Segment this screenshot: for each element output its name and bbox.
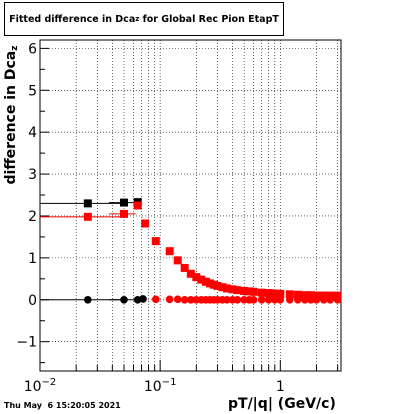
data-point-square: [293, 290, 302, 299]
title-subscript: z: [135, 15, 140, 23]
data-point-circle: [312, 295, 321, 304]
data-point-square: [119, 209, 128, 218]
chart-marks: [40, 198, 342, 304]
data-point-square: [264, 289, 273, 298]
data-point-square: [276, 289, 285, 298]
data-point-circle: [165, 295, 174, 304]
data-point-square: [240, 286, 249, 295]
data-point-circle: [264, 295, 273, 304]
x-axis-label: pT/|q| (GeV/c): [228, 396, 336, 412]
data-point-square: [165, 247, 174, 256]
y-tick-label: 4: [28, 125, 37, 141]
data-point-square: [213, 281, 222, 290]
data-point-circle: [120, 295, 128, 304]
data-point-square: [173, 256, 182, 265]
data-point-square: [151, 237, 160, 246]
data-point-square: [312, 291, 321, 300]
data-point-circle: [180, 295, 189, 304]
data-point-square: [222, 284, 231, 293]
title-suffix: for Global Rec Pion EtapT: [139, 13, 279, 25]
plot-frame: [39, 39, 342, 372]
data-point-square: [133, 201, 142, 210]
data-point-square: [326, 291, 335, 300]
data-point-square: [119, 198, 128, 207]
data-point-square: [192, 273, 201, 282]
y-tick-label: 0: [28, 293, 37, 309]
data-point-circle: [187, 295, 195, 304]
data-point-circle: [152, 295, 160, 304]
title-main: Fitted difference in Dca: [9, 13, 136, 25]
y-tick-label: 5: [28, 83, 37, 99]
data-point-square: [197, 275, 206, 284]
data-point-circle: [84, 295, 92, 304]
data-point-circle: [257, 295, 266, 304]
data-point-square: [270, 289, 279, 298]
data-point-circle: [173, 295, 182, 304]
data-point-circle: [294, 295, 302, 304]
y-tick-label: 1: [28, 251, 37, 267]
x-tick-label: 10−2: [24, 377, 57, 395]
data-point-square: [83, 199, 92, 208]
data-point-square: [228, 285, 237, 294]
y-tick-label: 2: [28, 209, 37, 225]
data-point-square: [285, 290, 294, 299]
data-point-square: [218, 283, 227, 292]
data-point-square: [141, 219, 150, 228]
data-point-circle: [326, 295, 334, 304]
data-point-circle: [301, 295, 309, 304]
data-point-square: [83, 212, 92, 221]
data-point-square: [180, 263, 189, 272]
data-point-circle: [333, 295, 342, 304]
y-tick-label: 6: [28, 41, 37, 57]
data-point-circle: [139, 295, 147, 303]
y-tick-label: 3: [28, 167, 37, 183]
data-point-circle: [233, 295, 242, 304]
axes: −1 0 1 2 3 4 5 6 10−2 10−1 1: [16, 39, 342, 395]
data-point-square: [257, 288, 266, 297]
timestamp: Thu May 6 15:20:05 2021: [4, 401, 121, 410]
data-point-circle: [319, 295, 328, 304]
data-point-circle: [249, 295, 258, 304]
data-point-circle: [223, 295, 231, 304]
data-point-circle: [271, 295, 279, 304]
data-point-square: [233, 286, 242, 295]
x-tick-label: 10−1: [144, 377, 177, 395]
data-point-square: [201, 277, 210, 286]
data-point-square: [249, 287, 258, 296]
data-point-square: [319, 291, 328, 300]
x-tick-label: 1: [276, 379, 285, 395]
data-point-square: [186, 269, 195, 278]
y-tick-label: −1: [16, 335, 37, 351]
chart-title: Fitted difference in Dca z for Global Rec…: [4, 2, 284, 36]
data-point-circle: [286, 295, 294, 304]
data-point-circle: [307, 295, 315, 304]
data-point-square: [333, 291, 342, 300]
data-point-square: [245, 287, 254, 296]
data-point-square: [306, 291, 315, 300]
data-point-square: [300, 291, 309, 300]
data-point-circle: [276, 295, 285, 304]
